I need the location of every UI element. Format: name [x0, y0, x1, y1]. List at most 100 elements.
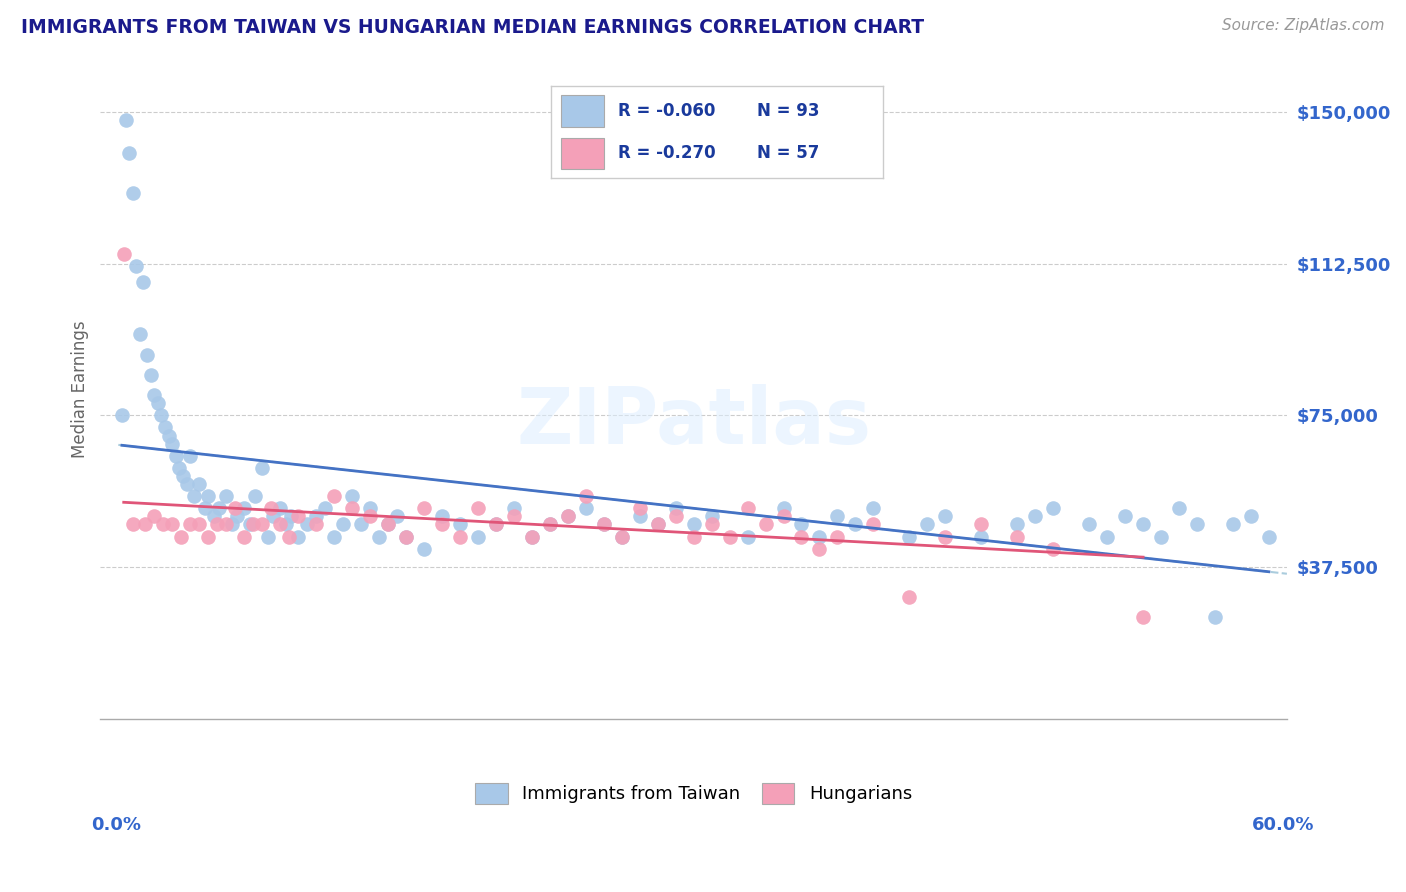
Point [287, 509, 309, 524]
Point [359, 501, 381, 516]
Point [243, 489, 266, 503]
Point [682, 530, 704, 544]
Point [215, 517, 238, 532]
Point [1095, 530, 1118, 544]
Point [575, 489, 598, 503]
Point [628, 509, 651, 524]
Point [1005, 530, 1028, 544]
Point [205, 517, 228, 532]
Point [179, 449, 201, 463]
Point [1042, 541, 1064, 556]
Point [592, 517, 614, 532]
Point [1222, 517, 1244, 532]
Point [1024, 509, 1046, 524]
Point [1185, 517, 1208, 532]
Point [1168, 501, 1191, 516]
Point [262, 509, 284, 524]
Point [157, 428, 180, 442]
Point [269, 501, 291, 516]
Point [772, 509, 794, 524]
Text: Source: ZipAtlas.com: Source: ZipAtlas.com [1222, 18, 1385, 33]
Point [197, 489, 219, 503]
Point [169, 461, 191, 475]
Point [430, 517, 453, 532]
Point [129, 327, 152, 342]
Point [340, 489, 363, 503]
Point [1114, 509, 1136, 524]
Point [592, 517, 614, 532]
Point [183, 489, 205, 503]
Point [1258, 530, 1281, 544]
Point [485, 517, 508, 532]
Point [239, 517, 262, 532]
Point [772, 501, 794, 516]
Point [136, 348, 159, 362]
Point [898, 530, 921, 544]
Point [467, 530, 489, 544]
Point [377, 517, 399, 532]
Point [395, 530, 418, 544]
Point [575, 501, 598, 516]
Point [737, 530, 759, 544]
Point [1204, 610, 1226, 624]
Point [862, 501, 884, 516]
Point [278, 530, 301, 544]
Point [332, 517, 354, 532]
Point [323, 489, 346, 503]
Point [150, 409, 173, 423]
Point [844, 517, 866, 532]
Point [274, 517, 297, 532]
Point [114, 113, 136, 128]
Point [152, 517, 174, 532]
Point [188, 517, 211, 532]
Point [502, 509, 524, 524]
Point [188, 477, 211, 491]
Point [898, 591, 921, 605]
Point [221, 517, 243, 532]
Point [162, 436, 184, 450]
Point [111, 409, 134, 423]
Text: IMMIGRANTS FROM TAIWAN VS HUNGARIAN MEDIAN EARNINGS CORRELATION CHART: IMMIGRANTS FROM TAIWAN VS HUNGARIAN MEDI… [21, 18, 924, 37]
Point [260, 501, 283, 516]
Point [256, 530, 278, 544]
Point [121, 186, 143, 200]
Point [121, 517, 143, 532]
Point [790, 517, 813, 532]
Point [970, 530, 993, 544]
Point [413, 501, 436, 516]
Point [153, 420, 176, 434]
Point [647, 517, 669, 532]
Point [1132, 517, 1154, 532]
Point [934, 509, 956, 524]
Point [610, 530, 633, 544]
Point [827, 509, 849, 524]
Point [323, 530, 346, 544]
Point [287, 530, 309, 544]
Point [215, 489, 238, 503]
Point [430, 509, 453, 524]
Point [1078, 517, 1101, 532]
Point [737, 501, 759, 516]
Point [305, 509, 328, 524]
Point [970, 517, 993, 532]
Point [934, 530, 956, 544]
Point [179, 517, 201, 532]
Point [176, 477, 198, 491]
Point [139, 368, 162, 382]
Point [305, 517, 328, 532]
Point [314, 501, 336, 516]
Point [700, 517, 723, 532]
Point [610, 530, 633, 544]
Point [682, 517, 704, 532]
Point [395, 530, 418, 544]
Point [413, 541, 436, 556]
Point [146, 396, 169, 410]
Point [194, 501, 217, 516]
Point [808, 530, 831, 544]
Point [808, 541, 831, 556]
Y-axis label: Median Earnings: Median Earnings [72, 320, 89, 458]
Point [118, 145, 141, 160]
Point [520, 530, 543, 544]
Point [350, 517, 373, 532]
Point [502, 501, 524, 516]
